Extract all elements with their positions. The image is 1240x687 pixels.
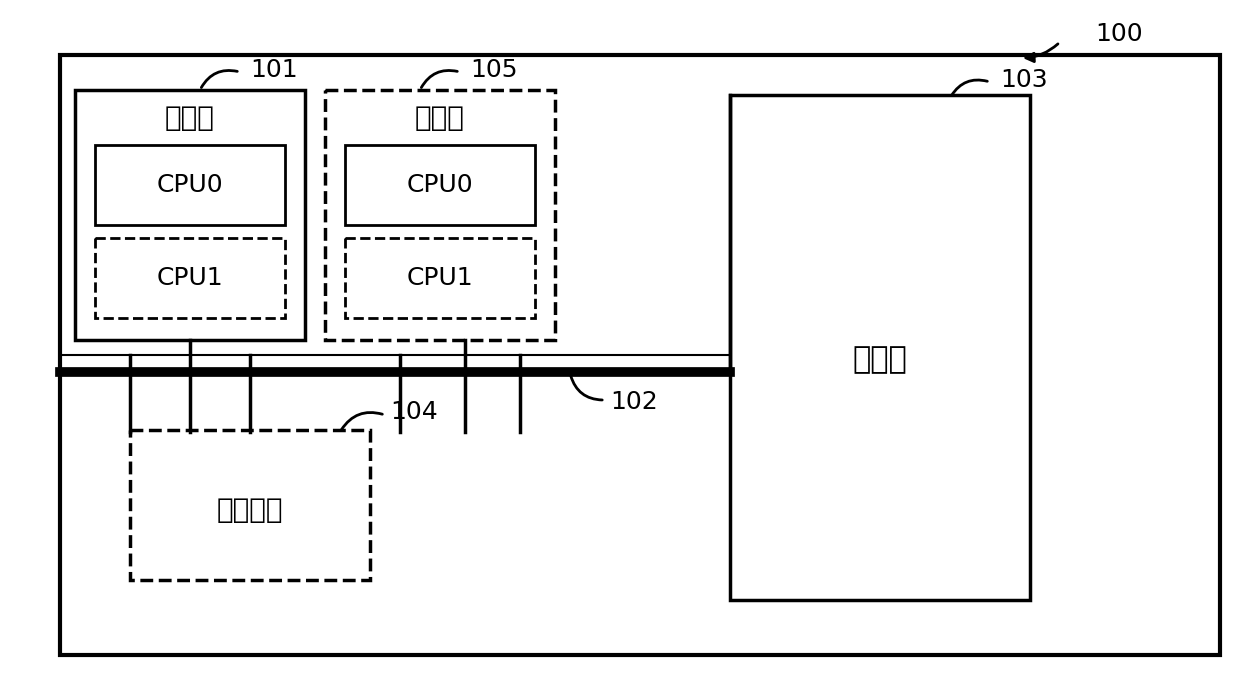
Text: 处理器: 处理器	[415, 104, 465, 132]
Text: CPU0: CPU0	[156, 173, 223, 197]
Text: 104: 104	[391, 400, 438, 424]
Text: 100: 100	[1095, 22, 1142, 46]
Text: 处理器: 处理器	[165, 104, 215, 132]
Text: 105: 105	[470, 58, 517, 82]
Bar	[345, 238, 534, 318]
Text: CPU1: CPU1	[156, 266, 223, 290]
Text: 101: 101	[250, 58, 298, 82]
FancyArrowPatch shape	[570, 376, 603, 400]
Text: 103: 103	[999, 68, 1048, 92]
Bar	[325, 90, 556, 340]
Bar	[345, 145, 534, 225]
Bar	[95, 145, 285, 225]
Bar	[95, 238, 285, 318]
FancyArrowPatch shape	[422, 71, 458, 87]
Text: 存储器: 存储器	[853, 346, 908, 374]
Bar	[730, 95, 1030, 600]
FancyArrowPatch shape	[1025, 44, 1058, 62]
FancyArrowPatch shape	[201, 71, 237, 87]
Bar	[74, 90, 305, 340]
Text: CPU0: CPU0	[407, 173, 474, 197]
FancyArrowPatch shape	[951, 80, 987, 95]
Text: CPU1: CPU1	[407, 266, 474, 290]
Bar	[130, 430, 370, 580]
FancyArrowPatch shape	[341, 412, 382, 429]
Text: 102: 102	[610, 390, 657, 414]
Bar	[60, 55, 1220, 655]
Text: 通信接口: 通信接口	[217, 496, 283, 524]
